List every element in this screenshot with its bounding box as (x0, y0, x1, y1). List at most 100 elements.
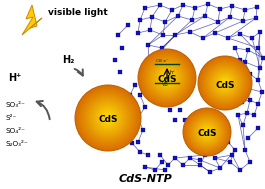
Circle shape (162, 73, 172, 83)
Circle shape (212, 70, 238, 96)
Circle shape (97, 107, 119, 129)
Circle shape (219, 77, 231, 89)
Circle shape (83, 93, 133, 143)
Circle shape (201, 59, 249, 107)
Circle shape (223, 81, 227, 85)
Circle shape (166, 77, 168, 79)
Circle shape (150, 61, 184, 95)
Circle shape (201, 126, 213, 138)
Circle shape (86, 96, 130, 140)
Circle shape (139, 50, 195, 106)
Circle shape (95, 105, 121, 131)
Circle shape (203, 61, 247, 105)
Circle shape (80, 90, 136, 146)
Circle shape (163, 74, 171, 82)
Circle shape (156, 67, 178, 89)
Circle shape (188, 113, 226, 151)
Text: CdS: CdS (197, 129, 217, 139)
Text: S₂O₃²⁻: S₂O₃²⁻ (5, 141, 28, 147)
Text: CdS: CdS (215, 81, 235, 90)
Circle shape (88, 98, 128, 138)
Circle shape (105, 115, 111, 121)
Circle shape (160, 71, 174, 85)
Circle shape (199, 124, 215, 140)
Circle shape (196, 121, 218, 143)
Circle shape (214, 72, 236, 94)
Circle shape (185, 110, 229, 154)
Text: VB: VB (162, 83, 169, 88)
Circle shape (216, 74, 234, 92)
Text: H⁺: H⁺ (8, 73, 21, 83)
Circle shape (143, 54, 191, 102)
Circle shape (190, 115, 224, 149)
Circle shape (99, 109, 117, 127)
Circle shape (192, 117, 222, 147)
Circle shape (153, 64, 181, 92)
Circle shape (198, 123, 216, 141)
Circle shape (186, 111, 228, 153)
Circle shape (215, 73, 235, 93)
Circle shape (93, 103, 123, 133)
Text: CdS-NTP: CdS-NTP (118, 174, 172, 184)
Circle shape (157, 68, 177, 88)
Circle shape (187, 112, 227, 152)
Circle shape (144, 55, 190, 101)
Circle shape (184, 109, 230, 155)
Text: visible light: visible light (48, 8, 108, 17)
Circle shape (92, 102, 124, 134)
Circle shape (191, 116, 223, 148)
Circle shape (195, 120, 219, 144)
Circle shape (183, 108, 231, 156)
Circle shape (146, 57, 188, 99)
Circle shape (198, 56, 252, 110)
Circle shape (142, 53, 192, 103)
Circle shape (161, 72, 173, 84)
Circle shape (210, 68, 240, 98)
Circle shape (90, 100, 126, 136)
Circle shape (193, 118, 221, 146)
Circle shape (85, 95, 131, 141)
Circle shape (89, 99, 127, 137)
Circle shape (101, 111, 115, 125)
Circle shape (141, 52, 193, 104)
Circle shape (197, 122, 217, 142)
Circle shape (207, 65, 243, 101)
Circle shape (209, 67, 241, 99)
Circle shape (152, 63, 182, 93)
Circle shape (79, 89, 137, 147)
Text: h⁺: h⁺ (169, 70, 175, 74)
Circle shape (81, 91, 135, 145)
Circle shape (100, 110, 116, 126)
Circle shape (94, 104, 122, 132)
Circle shape (98, 108, 118, 128)
Circle shape (224, 82, 226, 84)
Circle shape (211, 69, 239, 97)
Circle shape (202, 60, 248, 106)
Circle shape (106, 116, 110, 120)
Circle shape (78, 88, 138, 148)
Circle shape (203, 128, 211, 136)
Circle shape (82, 92, 134, 144)
Text: SO₃²⁻: SO₃²⁻ (5, 102, 25, 108)
Circle shape (84, 94, 132, 142)
Circle shape (220, 78, 230, 88)
Text: S²⁻: S²⁻ (5, 115, 16, 121)
Circle shape (206, 64, 244, 102)
Polygon shape (22, 5, 42, 35)
Circle shape (218, 76, 232, 90)
Circle shape (91, 101, 125, 135)
Circle shape (87, 97, 129, 139)
Circle shape (155, 66, 179, 90)
Text: CB e⁻: CB e⁻ (156, 59, 168, 63)
Circle shape (145, 56, 189, 100)
Circle shape (213, 71, 237, 95)
Circle shape (204, 129, 210, 135)
Circle shape (104, 114, 112, 122)
Circle shape (159, 70, 175, 86)
Circle shape (154, 65, 180, 91)
Circle shape (76, 86, 140, 150)
Circle shape (217, 75, 233, 91)
Circle shape (107, 117, 109, 119)
Circle shape (165, 76, 169, 80)
Circle shape (96, 106, 120, 130)
